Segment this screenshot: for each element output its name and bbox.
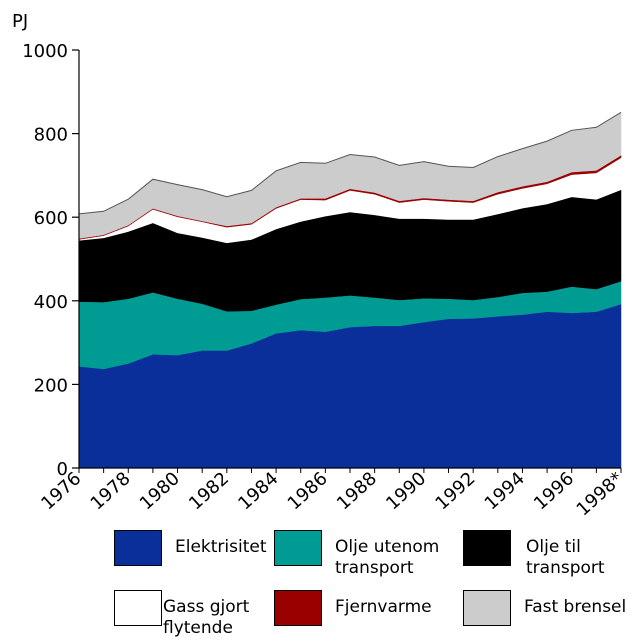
area-series-group <box>78 111 622 469</box>
y-tick-label-200: 200 <box>34 375 68 396</box>
legend-swatch-fast-brensel <box>463 590 511 626</box>
legend-swatch-gass-gjort-flytende <box>114 590 162 626</box>
legend-swatch-elektrisitet <box>114 530 162 566</box>
total-outline <box>78 111 622 215</box>
legend-label-gass-gjort-flytende: Gass gjort flytende <box>163 597 250 638</box>
y-tick-label-600: 600 <box>34 208 68 229</box>
legend-label-elektrisitet: Elektrisitet <box>175 537 267 557</box>
legend-swatch-olje-til-transport <box>463 530 511 566</box>
legend-label-fast-brensel: Fast brensel <box>524 597 627 617</box>
legend-swatch-olje-utenom-transport <box>274 530 322 566</box>
legend-label-olje-utenom-transport: Olje utenom transport <box>335 537 440 578</box>
y-tick-label-1000: 1000 <box>22 41 68 62</box>
y-tick-label-0: 0 <box>57 459 68 480</box>
area-gass-gjort-flytende <box>79 157 621 244</box>
legend-swatch-fjernvarme <box>274 590 322 626</box>
legend-label-olje-til-transport: Olje til transport <box>526 537 605 578</box>
y-tick-label-800: 800 <box>34 125 68 146</box>
y-axis-label: PJ <box>12 11 28 32</box>
legend-label-fjernvarme: Fjernvarme <box>335 597 432 617</box>
y-tick-label-400: 400 <box>34 292 68 313</box>
